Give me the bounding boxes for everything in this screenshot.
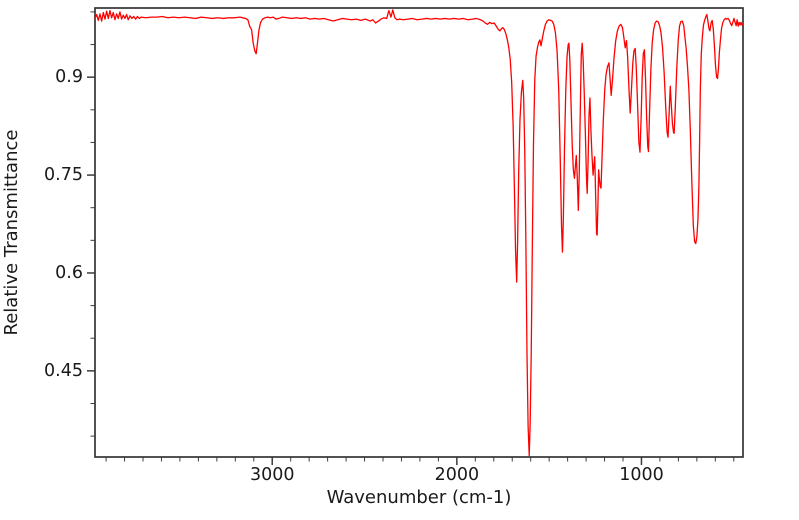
- x-axis-label: Wavenumber (cm-1): [327, 487, 512, 508]
- y-axis-label: Relative Transmittance: [1, 130, 22, 336]
- y-tick-label: 0.9: [55, 67, 83, 87]
- y-tick-label: 0.75: [44, 165, 83, 185]
- x-tick-label: 3000: [250, 465, 295, 485]
- y-tick-label: 0.6: [55, 263, 83, 283]
- tick-labels: 3000 2000 1000 0.9 0.75 0.6 0.45: [44, 67, 664, 485]
- x-tick-label: 2000: [435, 465, 480, 485]
- x-tick-label: 1000: [619, 465, 664, 485]
- spectrum-line: [94, 9, 744, 457]
- y-tick-label: 0.45: [44, 361, 83, 381]
- plot-border: [94, 7, 744, 458]
